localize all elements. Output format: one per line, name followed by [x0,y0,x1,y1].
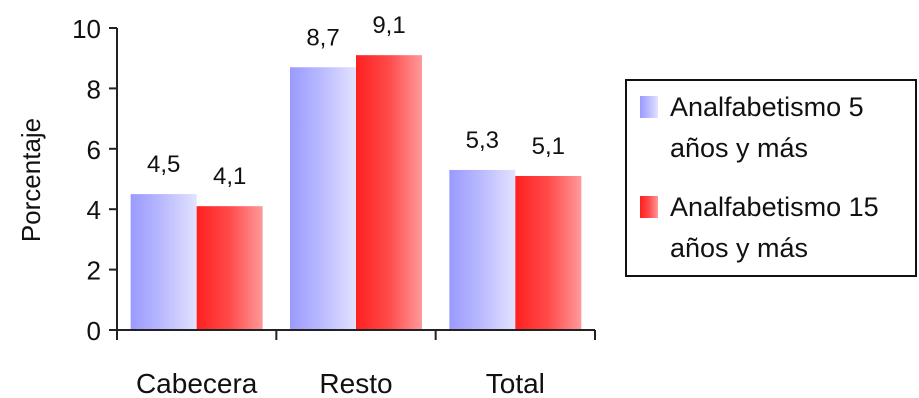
data-label-series-1-cabecera: 4,5 [147,151,180,178]
y-tick-label: 8 [87,74,101,104]
data-label-series-2-resto: 9,1 [372,12,405,39]
data-label-series-2-cabecera: 4,1 [213,163,246,190]
legend-box [625,79,917,277]
legend-label-series-1-line-1: Analfabetismo 5 [670,92,864,122]
bar-series-2-total [515,175,582,330]
data-label-series-2-total: 5,1 [532,133,565,160]
x-category-label: Total [486,368,545,398]
x-category-label: Cabecera [136,368,258,398]
y-axis-ticks: 0 2 4 6 8 10 [72,14,117,346]
bar-series-1-resto [290,67,356,330]
bar-series-2-resto [356,55,422,331]
x-category-label: Resto [319,368,392,398]
bar-series-2-cabecera [196,206,263,330]
bar-series-1-total [449,169,516,330]
y-tick-label: 2 [87,256,101,286]
data-label-series-1-total: 5,3 [466,127,499,154]
bars [130,55,582,331]
x-axis-ticks: Cabecera Resto Total [116,330,596,398]
bar-series-1-cabecera [130,194,197,330]
y-tick-label: 6 [87,135,101,165]
y-tick-label: 0 [87,316,101,346]
data-labels: 4,5 4,1 8,7 9,1 5,3 5,1 [147,12,565,190]
y-axis-title: Porcentaje [16,118,46,242]
data-label-series-1-resto: 8,7 [306,24,339,51]
y-tick-label: 10 [72,14,101,44]
y-tick-label: 4 [87,195,101,225]
legend-label-series-1-line-2: años y más [670,133,808,163]
legend: Analfabetismo 5 años y más Analfabetismo… [625,79,917,277]
legend-swatch-series-1 [640,96,658,118]
legend-swatch-series-2 [640,196,658,218]
legend-label-series-2-line-1: Analfabetismo 15 [670,192,879,222]
legend-label-series-2-line-2: años y más [670,233,808,263]
